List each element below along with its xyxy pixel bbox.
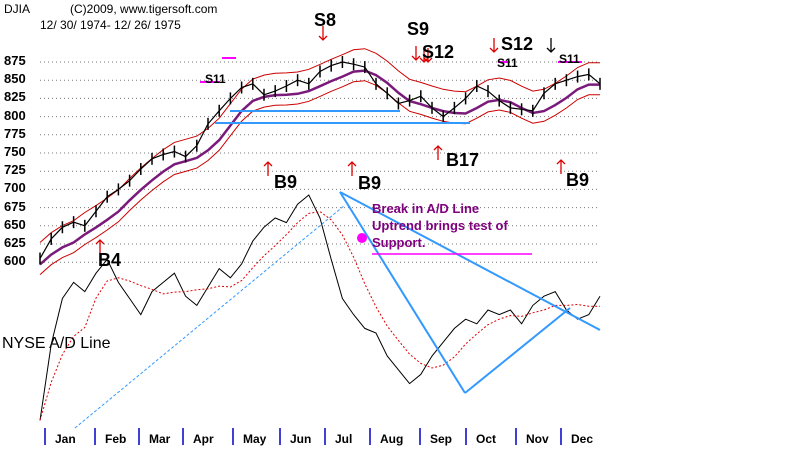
x-tick-label: Apr [193,432,214,446]
signal-arrow-head [546,47,556,53]
x-axis [44,428,562,445]
signal-label: B9 [566,170,590,190]
y-tick-label: 700 [4,180,26,196]
y-tick-label: 875 [4,53,26,68]
x-tick-label: Nov [526,432,549,446]
signal-arrow-head [263,161,273,167]
trading-bands [39,48,600,275]
y-tick-label: 625 [4,235,26,250]
x-tick-label: Dec [571,432,594,446]
chart-title: DJIA [4,2,31,16]
signal-label: B9 [274,172,298,192]
signal-arrow-head [419,57,429,63]
y-tick-label: 850 [4,71,26,87]
signal-arrow-head [433,145,443,151]
y-tick-label: 775 [4,125,26,141]
x-tick-label: Feb [105,432,127,446]
signal-label: S9 [407,19,430,39]
lower-band [39,80,600,275]
signal-label: S11 [559,52,580,66]
djia-series [39,56,601,265]
x-tick-label: Sep [430,432,453,446]
signal-arrow-head [347,161,357,167]
signal-label: B9 [358,173,382,193]
y-tick-label: 825 [4,89,26,105]
x-tick-label: Jan [55,432,76,446]
ad-line-series [39,194,601,421]
marker-dot [357,233,367,243]
signal-arrow-head [423,57,433,63]
upper-band [39,48,600,243]
note-line: Support. [372,235,426,250]
y-tick-label: 650 [4,216,26,232]
x-tick-label: May [243,432,267,446]
y-tick-label: 725 [4,162,26,178]
signal-arrow-head [411,55,421,61]
ad-line [39,194,601,421]
signal-label: S11 [205,72,226,86]
trendlines-and-arrows [74,26,601,429]
signal-arrow-head [556,159,566,165]
signal-label: S12 [422,42,455,62]
x-tick-label: Jun [290,432,312,446]
y-tick-label: 750 [4,144,26,159]
signal-label: S11 [497,56,518,70]
signal-label: S12 [501,34,534,54]
signal-label: B17 [446,150,480,170]
ad-moving-average [39,211,600,421]
y-tick-label: 675 [4,198,26,214]
x-tick-label: Oct [476,432,497,446]
signal-arrow-head [318,35,328,41]
signal-arrow-head [489,47,499,53]
x-tick-label: Mar [149,432,171,446]
signal-label: B4 [98,250,122,270]
signal-label: S8 [314,10,337,30]
y-tick-label: 800 [4,107,26,123]
x-tick-label: Jul [335,432,353,446]
signal-arrow-head [95,239,105,245]
y-tick-label: 600 [4,253,26,269]
note-line: Uptrend brings test of [372,218,508,233]
ad-uptrend-line [74,204,346,429]
ad-downtrend-line [339,191,601,331]
moving-average [39,69,600,266]
ad-rebound-line [464,307,571,394]
date-range: 12/ 30/ 1974- 12/ 26/ 1975 [40,18,181,32]
copyright-text: (C)2009, www.tigersoft.com [70,2,218,16]
lower-panel-label: NYSE A/D Line [2,335,111,352]
annotation-note: Break in A/D Line Uptrend brings test of… [372,200,542,251]
ad-downtrend-line [339,191,466,394]
x-tick-label: Aug [380,432,404,446]
note-line: Break in A/D Line [372,201,480,216]
